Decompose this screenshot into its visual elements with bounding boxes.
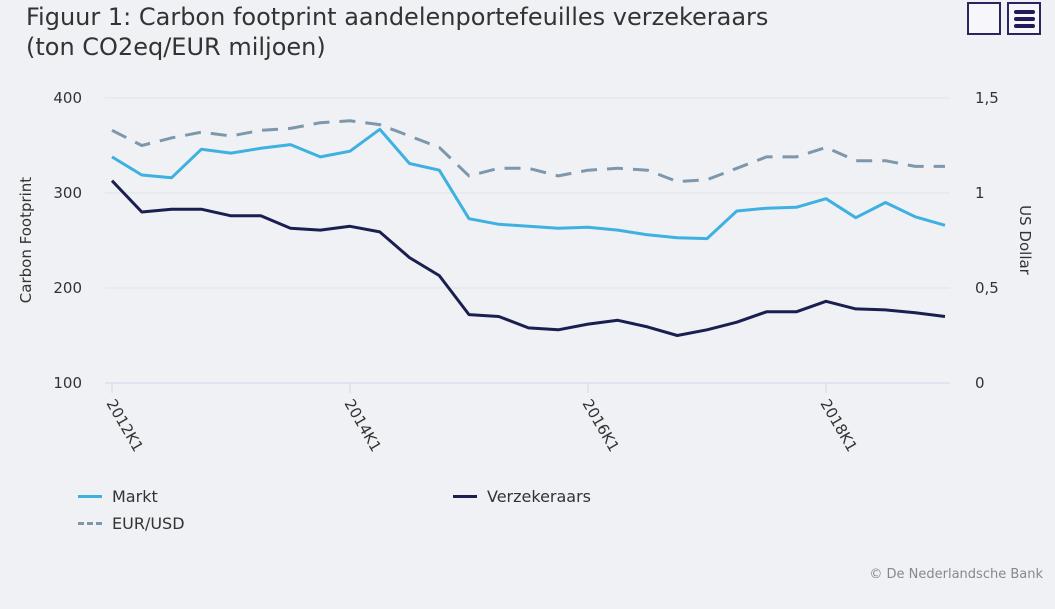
y2-tick-label: 1,5 [975, 89, 999, 107]
y-axis-title: Carbon Footprint [17, 177, 35, 303]
legend-label: Verzekeraars [487, 487, 592, 506]
y-tick-label: 100 [53, 374, 82, 392]
y-tick-label: 300 [53, 184, 82, 202]
series-line-markt [111, 127, 946, 241]
legend-swatch [453, 495, 477, 498]
x-tick-label: 2018K1 [817, 396, 861, 455]
chart-title: Figuur 1: Carbon footprint aandelenporte… [26, 3, 769, 61]
series-line-eur-usd [111, 119, 945, 184]
x-tick-label: 2012K1 [103, 396, 147, 455]
menu-button[interactable] [1007, 2, 1041, 35]
y2-tick-label: 0,5 [975, 279, 999, 297]
fullscreen-button[interactable] [967, 2, 1001, 35]
legend-item-verzekeraars[interactable]: Verzekeraars [453, 487, 591, 506]
legend-swatch [78, 495, 102, 498]
legend-label: EUR/USD [112, 514, 185, 533]
y-tick-label: 400 [53, 89, 82, 107]
credit-text: © De Nederlandsche Bank [869, 567, 1043, 582]
y2-axis-title: US Dollar [1016, 205, 1034, 276]
x-tick-label: 2014K1 [341, 396, 385, 455]
series-line-verzekeraars [110, 179, 946, 337]
legend-item-markt[interactable]: Markt [78, 487, 158, 506]
legend-label: Markt [112, 487, 158, 506]
legend-swatch [78, 522, 102, 525]
y-tick-label: 200 [53, 279, 82, 297]
legend-item-eur-usd[interactable]: EUR/USD [78, 514, 185, 533]
x-tick-label: 2016K1 [579, 396, 623, 455]
y2-tick-label: 1 [975, 184, 985, 202]
y2-tick-label: 0 [975, 374, 985, 392]
